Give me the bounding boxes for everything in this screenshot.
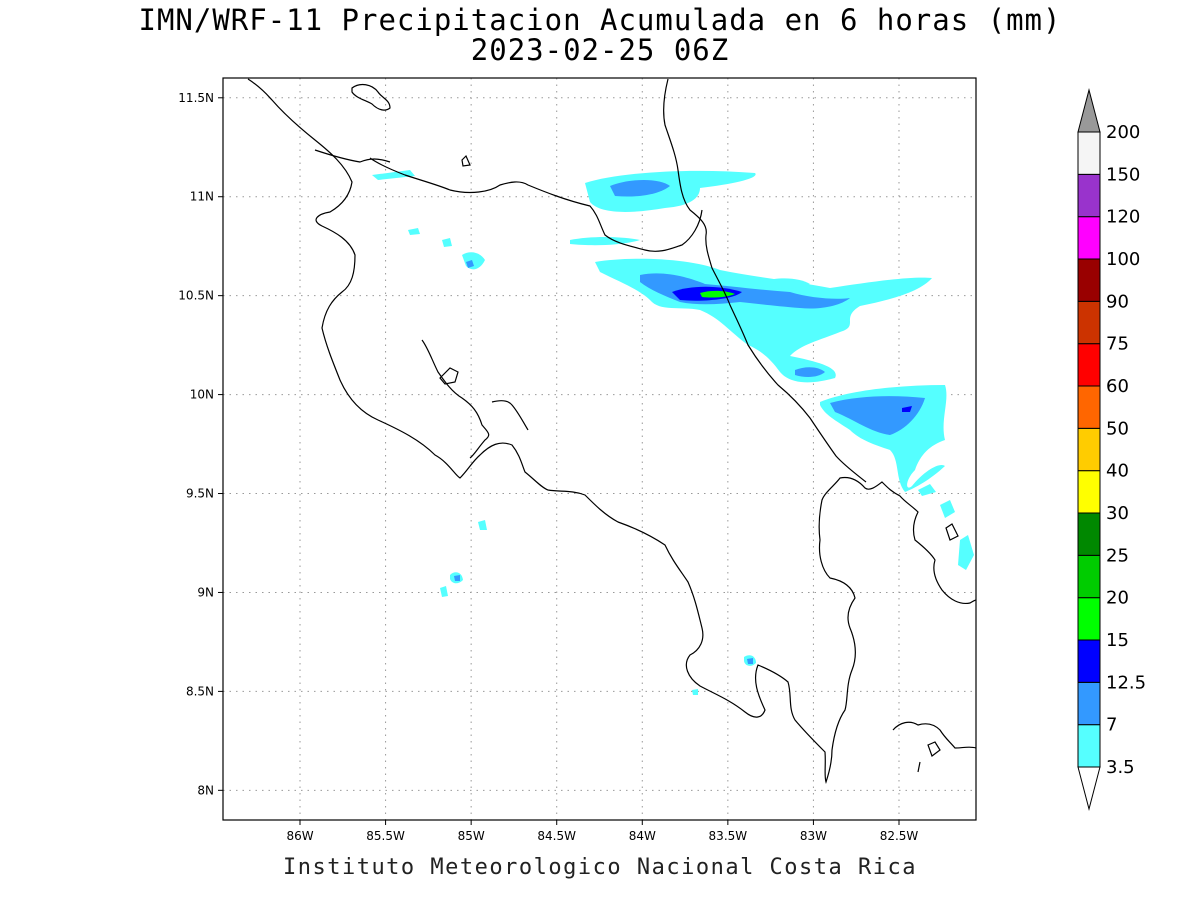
map-title: IMN/WRF-11 Precipitacion Acumulada en 6 …: [138, 3, 1062, 37]
colorbar-swatch: [1077, 427, 1101, 472]
tick-label-lon: 84W: [629, 829, 656, 843]
precip-area-cyan: [440, 586, 448, 597]
precip-area-cyan: [692, 689, 698, 695]
colorbar-swatch: [1077, 131, 1101, 175]
tick-label-lat: 9N: [197, 585, 214, 599]
coastline-panama-island: [945, 523, 959, 541]
colorbar-swatch: [1077, 681, 1101, 726]
colorbar-swatch: [1077, 385, 1101, 429]
precip-area-cyan: [940, 500, 955, 518]
coastline-panama: [892, 721, 977, 749]
precip-area-blue: [610, 180, 670, 197]
precip-area-blue: [747, 658, 753, 664]
colorbar-over-arrow: [1077, 88, 1101, 133]
colorbar-label: 25: [1106, 545, 1129, 566]
coastline-nicoya-gulf: [421, 339, 490, 459]
colorbar-swatch: [1077, 343, 1101, 387]
precip-area-cyan: [408, 228, 420, 235]
coastline-lake-south: [369, 157, 703, 252]
coastline-border-nicaragua: [314, 149, 391, 163]
colorbar-swatch: [1077, 639, 1101, 683]
tick-label-lat: 8.5N: [186, 684, 214, 698]
tick-label-lat: 11N: [190, 190, 214, 204]
precip-area-cyan: [918, 484, 936, 496]
coastline-lake-nicaragua: [351, 83, 391, 111]
colorbar-label: 15: [1106, 630, 1129, 651]
plot-frame: [222, 77, 977, 821]
coastline-gulf-inner: [439, 367, 459, 385]
coastline-gulf-shore: [491, 400, 529, 431]
colorbar-swatch: [1077, 724, 1101, 768]
colorbar-swatch: [1077, 216, 1101, 260]
colorbar-swatch: [1077, 554, 1101, 599]
colorbar-label: 150: [1106, 164, 1140, 185]
colorbar-label: 50: [1106, 418, 1129, 439]
precip-area-blue: [466, 260, 474, 268]
colorbar: 3.5 7 12.5 15 20 25 30 40 50 60 75 90 100 120 150 200: [1077, 88, 1146, 811]
coastline-panama-island: [927, 741, 941, 757]
colorbar-label: 7: [1106, 715, 1117, 736]
colorbar-swatch: [1077, 470, 1101, 514]
tick-label-lon: 83.5W: [709, 829, 748, 843]
footer-credit: Instituto Meteorologico Nacional Costa R…: [282, 855, 918, 880]
precip-area-blue: [795, 367, 825, 377]
precip-area-cyan: [478, 520, 487, 530]
colorbar-swatch: [1077, 597, 1101, 641]
tick-label-lon: 82.5W: [880, 829, 919, 843]
colorbar-label: 3.5: [1106, 757, 1135, 778]
precipitation-field: [372, 170, 974, 695]
tick-label-lat: 9.5N: [186, 487, 214, 501]
coastlines: [247, 78, 977, 785]
tick-label-lon: 83W: [800, 829, 827, 843]
precip-area-cyan: [372, 170, 415, 180]
coastline-island-small: [461, 154, 471, 167]
precip-area-cyan: [760, 278, 810, 289]
precip-area-cyan: [958, 535, 974, 570]
colorbar-under-arrow: [1077, 766, 1101, 811]
coastline-caribbean: [662, 78, 867, 483]
colorbar-label: 90: [1106, 291, 1129, 312]
colorbar-label: 40: [1106, 461, 1129, 482]
map-valid-time: 2023-02-25 06Z: [470, 33, 730, 67]
coastline-pacific: [247, 78, 977, 785]
tick-label-lat: 8N: [197, 783, 214, 797]
colorbar-label: 100: [1106, 249, 1140, 270]
colorbar-label: 120: [1106, 207, 1140, 228]
colorbar-swatch: [1077, 512, 1101, 556]
colorbar-label: 75: [1106, 334, 1129, 355]
tick-label-lon: 85.5W: [366, 829, 405, 843]
colorbar-label: 30: [1106, 503, 1129, 524]
colorbar-label: 20: [1106, 588, 1129, 609]
colorbar-label: 60: [1106, 376, 1129, 397]
precip-area-cyan: [585, 170, 756, 212]
colorbar-swatch: [1077, 300, 1101, 345]
tick-label-lon: 85W: [458, 829, 485, 843]
precip-area-cyan: [570, 237, 640, 246]
colorbar-swatch: [1077, 173, 1101, 218]
colorbar-swatch: [1077, 258, 1101, 302]
tick-label-lon: 84.5W: [537, 829, 576, 843]
precip-area-cyan: [442, 238, 452, 247]
precip-area-darkblue: [902, 406, 912, 412]
tick-label-lon: 86W: [286, 829, 313, 843]
tick-label-lat: 11.5N: [178, 91, 214, 105]
tick-label-lat: 10.5N: [178, 289, 214, 303]
precip-area-blue: [830, 396, 925, 435]
colorbar-label: 200: [1106, 122, 1140, 143]
tick-label-lat: 10N: [190, 388, 214, 402]
coastline-panama-mark: [917, 761, 921, 773]
precip-area-blue: [454, 575, 460, 581]
colorbar-label: 12.5: [1106, 672, 1146, 693]
axis-ticks: 86W 85.5W 85W 84.5W 84W 83.5W 83W 82.5W 11.5N 11N…: [178, 91, 918, 843]
